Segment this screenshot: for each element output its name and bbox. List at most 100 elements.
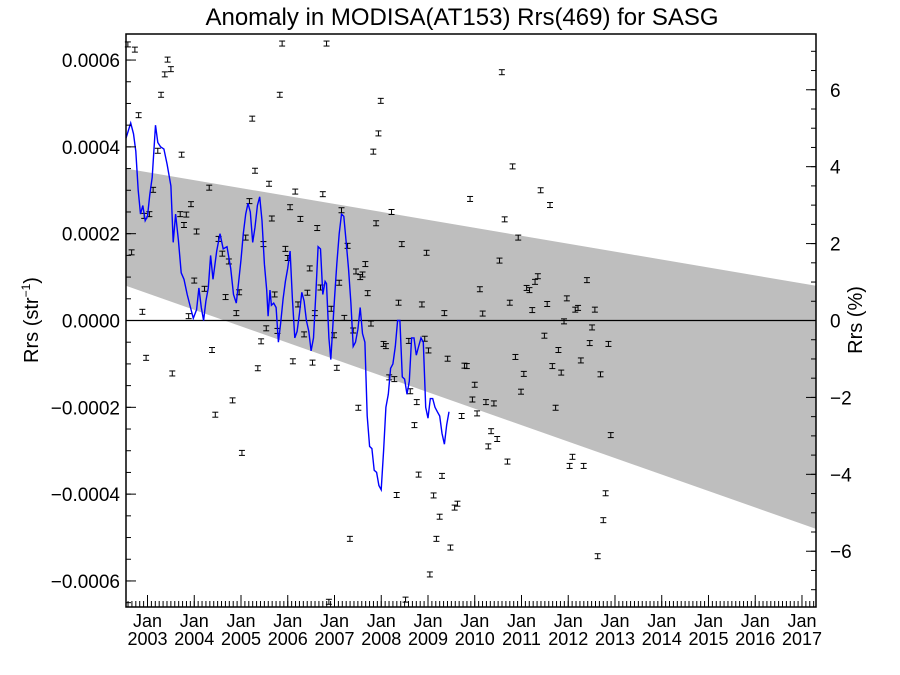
data-point [266,180,273,187]
x-tick-month: Jan [133,611,162,631]
data-point [191,277,198,284]
data-point [128,249,135,256]
data-point [131,46,138,53]
data-point [219,250,226,257]
data-point [185,313,192,320]
left-axis: 0.0006 0.0004 0.0002 0.0000 −0.0002 −0.0004 −0… [51,51,136,604]
data-point [602,490,609,497]
data-point [209,347,216,354]
data-point [534,273,541,280]
data-point [597,371,604,378]
x-tick-month: Jan [273,611,302,631]
data-point [282,245,289,252]
data-point [463,363,470,370]
data-point [529,307,536,314]
data-point [580,462,587,469]
data-point [154,147,161,154]
data-point [512,353,519,360]
data-point [222,294,229,301]
data-point [520,370,527,377]
data-point [187,201,194,208]
data-point [566,462,573,469]
data-point [586,340,593,347]
x-tick-month: Jan [460,611,489,631]
x-tick-year: 2004 [174,629,214,649]
data-point [563,295,570,302]
data-point [506,299,513,306]
data-point [476,286,483,293]
data-point [292,188,299,195]
data-point [254,365,261,372]
data-point [287,204,294,211]
data-point [183,211,190,218]
data-point [575,304,582,311]
data-point [350,327,357,334]
right-tick-label: −6 [830,542,852,563]
data-point [333,364,340,371]
data-point [600,517,607,524]
data-point [178,151,185,158]
data-point [252,167,259,174]
data-point [393,492,400,499]
data-point [375,130,382,137]
data-point [169,370,176,377]
data-point [382,343,389,350]
x-tick-year: 2015 [688,629,728,649]
x-tick-month: Jan [507,611,536,631]
data-point [552,404,559,411]
right-tick-label: 2 [830,235,841,256]
x-tick-year: 2006 [268,629,308,649]
data-point [485,443,492,450]
x-tick-year: 2011 [502,629,541,649]
data-point [474,410,481,417]
band-polygon [126,168,816,529]
x-tick-month: Jan [180,611,209,631]
data-point [439,472,446,479]
data-point [594,553,601,560]
x-tick-year: 2008 [361,629,401,649]
left-tick-label: 0.0004 [62,138,121,159]
data-point [418,301,425,308]
x-tick-month: Jan [787,611,816,631]
data-point [391,376,398,383]
data-point [537,187,544,194]
data-point [201,285,208,292]
data-point [555,347,562,354]
data-point [206,184,213,191]
data-point [423,249,430,256]
data-point [426,571,433,578]
data-point [319,191,326,198]
left-tick-label: 0.0006 [62,51,120,72]
data-point [436,513,443,520]
data-point [370,148,377,155]
data-point [289,358,296,365]
data-point [583,277,590,284]
right-tick-label: −4 [830,465,852,486]
data-point [488,428,495,435]
data-point [362,261,369,268]
data-point [314,225,321,232]
data-point [561,318,568,325]
data-point [541,332,548,339]
data-point [467,195,474,202]
data-point [271,291,278,298]
data-point [441,310,448,317]
data-point [346,535,353,542]
data-point [444,355,451,362]
data-point [306,265,313,272]
data-point [161,71,168,78]
data-point [454,500,461,507]
data-point [177,211,184,218]
data-point [591,306,598,313]
data-point [164,56,171,63]
right-tick-label: 6 [830,81,841,102]
x-tick-month: Jan [320,611,349,631]
data-point [498,69,505,76]
left-tick-label: 0.0000 [62,312,120,333]
data-point [607,432,614,439]
data-point [367,320,374,327]
x-tick-year: 2005 [221,629,261,649]
left-axis-label-close: ) [21,277,43,284]
data-point [411,422,418,429]
right-tick-label: −2 [830,388,852,409]
